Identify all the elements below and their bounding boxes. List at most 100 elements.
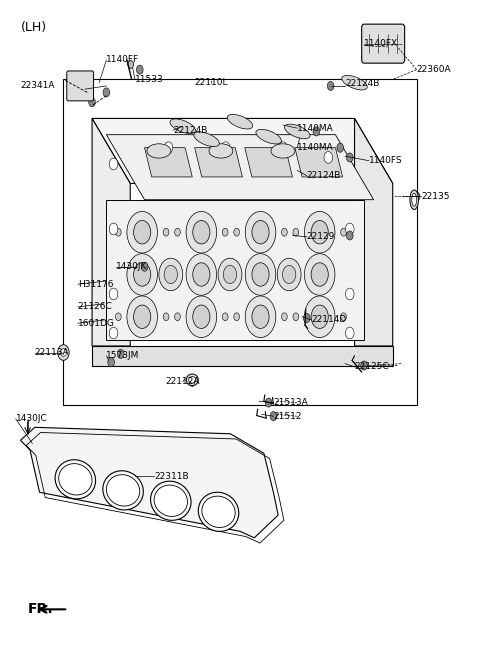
- Ellipse shape: [147, 144, 171, 158]
- Circle shape: [109, 327, 118, 339]
- Ellipse shape: [151, 481, 191, 520]
- Circle shape: [108, 358, 115, 367]
- Text: 1140FF: 1140FF: [107, 56, 140, 65]
- Circle shape: [109, 288, 118, 300]
- Circle shape: [60, 348, 67, 357]
- Circle shape: [361, 361, 367, 370]
- Circle shape: [324, 151, 333, 163]
- Ellipse shape: [194, 132, 219, 146]
- Polygon shape: [92, 118, 393, 183]
- Circle shape: [127, 296, 157, 338]
- Text: FR.: FR.: [28, 602, 53, 616]
- Circle shape: [346, 327, 354, 339]
- Circle shape: [175, 229, 180, 236]
- Text: 1430JC: 1430JC: [16, 415, 48, 423]
- Circle shape: [164, 142, 173, 153]
- Ellipse shape: [107, 475, 140, 506]
- Circle shape: [133, 221, 151, 244]
- Circle shape: [293, 229, 299, 236]
- Circle shape: [133, 263, 151, 286]
- Text: 22110L: 22110L: [194, 78, 228, 87]
- Circle shape: [293, 313, 299, 321]
- Circle shape: [133, 305, 151, 328]
- Text: 1140FX: 1140FX: [364, 39, 398, 48]
- FancyBboxPatch shape: [362, 24, 405, 63]
- Ellipse shape: [103, 471, 144, 510]
- Text: 21126C: 21126C: [78, 302, 112, 311]
- Circle shape: [304, 212, 335, 253]
- Circle shape: [234, 313, 240, 321]
- Circle shape: [245, 296, 276, 338]
- Text: 1601DG: 1601DG: [78, 319, 115, 328]
- Ellipse shape: [186, 374, 198, 386]
- Polygon shape: [144, 148, 192, 177]
- Circle shape: [109, 158, 118, 170]
- Polygon shape: [355, 118, 393, 346]
- FancyBboxPatch shape: [67, 71, 94, 101]
- Circle shape: [234, 229, 240, 236]
- Polygon shape: [295, 148, 343, 177]
- Ellipse shape: [202, 496, 235, 528]
- Circle shape: [347, 153, 353, 162]
- Circle shape: [413, 192, 420, 201]
- Polygon shape: [195, 148, 242, 177]
- Circle shape: [128, 61, 133, 69]
- Bar: [63, 80, 417, 404]
- Circle shape: [141, 262, 148, 271]
- Text: 11533: 11533: [135, 75, 164, 84]
- Ellipse shape: [410, 190, 419, 210]
- Circle shape: [282, 265, 296, 283]
- Circle shape: [136, 65, 143, 74]
- Ellipse shape: [227, 114, 253, 129]
- Circle shape: [304, 253, 335, 295]
- Ellipse shape: [170, 119, 195, 133]
- Circle shape: [109, 223, 118, 235]
- Circle shape: [89, 97, 96, 106]
- Text: 22311B: 22311B: [154, 471, 189, 481]
- Polygon shape: [92, 346, 393, 366]
- Text: 21513A: 21513A: [274, 398, 308, 407]
- Circle shape: [346, 223, 354, 235]
- Circle shape: [163, 229, 169, 236]
- Circle shape: [193, 305, 210, 328]
- Circle shape: [341, 313, 347, 321]
- Text: 22124B: 22124B: [307, 171, 341, 180]
- Text: 1430JK: 1430JK: [116, 263, 147, 271]
- Ellipse shape: [154, 485, 188, 517]
- Circle shape: [116, 313, 121, 321]
- Circle shape: [222, 229, 228, 236]
- Circle shape: [252, 263, 269, 286]
- Ellipse shape: [198, 492, 239, 532]
- Text: H31176: H31176: [78, 279, 113, 289]
- Text: 22113A: 22113A: [35, 348, 70, 357]
- Circle shape: [193, 221, 210, 244]
- Ellipse shape: [55, 460, 96, 499]
- Ellipse shape: [342, 75, 367, 90]
- Circle shape: [304, 296, 335, 338]
- Text: 22341A: 22341A: [21, 82, 55, 90]
- Circle shape: [281, 313, 287, 321]
- Text: 1140MA: 1140MA: [297, 143, 334, 152]
- Circle shape: [116, 229, 121, 236]
- Circle shape: [218, 258, 242, 291]
- Circle shape: [281, 229, 287, 236]
- Circle shape: [327, 82, 334, 91]
- Text: 22124B: 22124B: [345, 80, 379, 88]
- Text: 22125C: 22125C: [355, 362, 389, 372]
- Circle shape: [311, 221, 328, 244]
- Circle shape: [164, 265, 178, 283]
- Circle shape: [252, 305, 269, 328]
- Circle shape: [245, 212, 276, 253]
- Text: 21512: 21512: [274, 412, 302, 421]
- Circle shape: [277, 258, 301, 291]
- Ellipse shape: [256, 129, 281, 144]
- Text: 22129: 22129: [307, 232, 335, 241]
- Circle shape: [189, 377, 196, 387]
- Circle shape: [127, 212, 157, 253]
- Circle shape: [159, 258, 183, 291]
- Circle shape: [341, 229, 347, 236]
- Circle shape: [186, 296, 216, 338]
- Ellipse shape: [189, 377, 196, 383]
- Circle shape: [222, 313, 228, 321]
- Circle shape: [163, 313, 169, 321]
